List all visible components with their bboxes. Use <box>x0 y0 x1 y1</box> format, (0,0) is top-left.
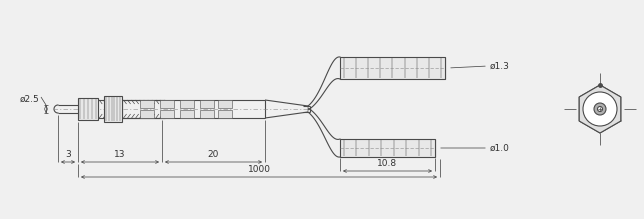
Bar <box>160 110 174 118</box>
Bar <box>180 100 194 108</box>
Bar <box>340 139 435 157</box>
Bar <box>340 57 445 79</box>
Bar <box>218 110 232 118</box>
Circle shape <box>594 103 606 115</box>
Bar <box>160 100 174 108</box>
Bar <box>78 98 98 120</box>
Text: ø2.5: ø2.5 <box>19 95 39 104</box>
Bar <box>218 100 232 108</box>
Bar <box>180 110 194 118</box>
Text: 20: 20 <box>208 150 219 159</box>
Text: 3: 3 <box>65 150 71 159</box>
Text: ø1.0: ø1.0 <box>490 143 510 152</box>
Text: ø1.3: ø1.3 <box>490 62 510 71</box>
Text: 1000: 1000 <box>247 165 270 174</box>
Bar <box>140 100 154 108</box>
Bar <box>200 100 214 108</box>
Bar <box>200 110 214 118</box>
Bar <box>104 96 122 122</box>
Circle shape <box>598 106 603 111</box>
Bar <box>140 110 154 118</box>
Polygon shape <box>579 85 621 133</box>
Text: 10.8: 10.8 <box>377 159 397 168</box>
Circle shape <box>583 92 617 126</box>
Text: 13: 13 <box>114 150 126 159</box>
